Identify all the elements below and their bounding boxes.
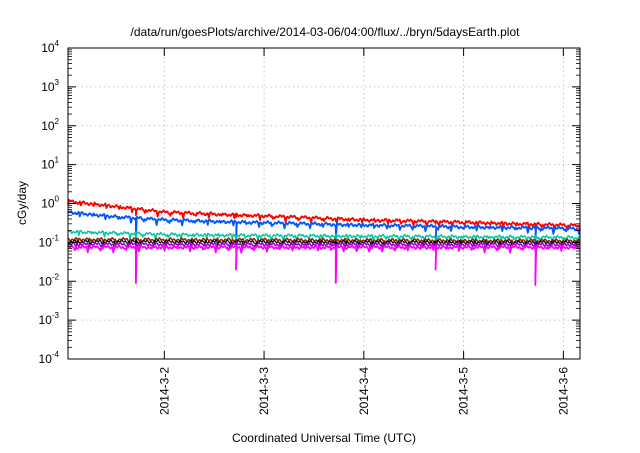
x-axis-title: Coordinated Universal Time (UTC) [232,431,416,445]
y-tick-label: 102 [41,117,59,133]
series-line [67,244,581,286]
series-line [67,229,581,244]
y-tick-labels: 10-4 10-3 10-2 10-1 100 101 102 103 104 [39,39,60,366]
series-line [67,236,581,247]
axis-ticks [68,47,580,360]
series-line [67,210,581,247]
y-tick-label: 10-1 [39,233,60,249]
series-lines [67,199,581,286]
y-axis-title: cGy/day [15,181,29,225]
x-tick-label: 2014-3-5 [457,367,471,415]
y-tick-label: 100 [41,195,59,211]
grid-lines [68,48,580,359]
y-tick-label: 104 [41,39,59,55]
y-tick-label: 101 [41,156,59,172]
y-tick-label: 10-2 [39,272,60,288]
x-tick-label: 2014-3-3 [257,367,271,415]
y-tick-label: 10-3 [39,311,60,327]
series-line [67,199,581,232]
y-tick-label: 103 [41,78,59,94]
y-tick-label: 10-4 [39,350,60,366]
x-tick-label: 2014-3-4 [357,367,371,415]
x-tick-label: 2014-3-6 [556,367,570,415]
x-tick-label: 2014-3-2 [157,367,171,415]
chart-title: /data/run/goesPlots/archive/2014-03-06/0… [131,25,521,39]
x-tick-labels: 2014-3-2 2014-3-3 2014-3-4 2014-3-5 2014-3-6 [157,367,570,415]
